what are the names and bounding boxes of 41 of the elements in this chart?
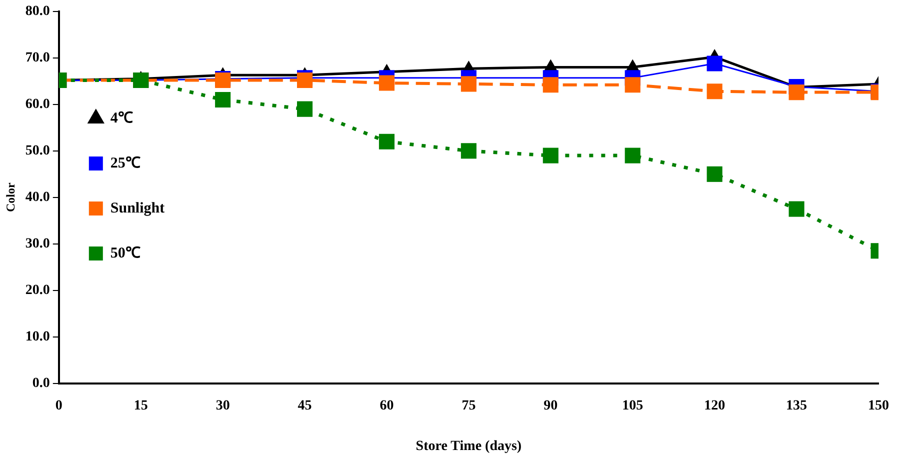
legend-label: 50℃ [110,245,140,262]
point [460,143,476,159]
x-tick-label: 90 [544,398,558,414]
point [624,77,640,93]
point [542,148,558,164]
point [460,76,476,92]
y-tick-label: 0.0 [32,376,50,392]
y-tick-label: 50.0 [25,144,50,159]
y-tick-label: 60.0 [25,97,50,112]
point [788,84,804,100]
point [706,84,722,100]
x-tick-label: 30 [216,398,230,414]
x-tick-label: 75 [462,398,476,414]
y-tick-label: 30.0 [25,236,50,252]
point [624,148,640,164]
point [706,56,722,72]
point [788,201,804,217]
y-tick-label: 40.0 [25,190,50,206]
y-axis-title: Color [3,182,18,212]
legend-label: Sunlight [110,200,165,216]
x-tick-label: 45 [298,398,312,414]
legend-label: 4℃ [110,110,133,126]
x-tick-label: 150 [868,398,889,414]
x-tick-label: 135 [786,398,808,414]
legend-label: 25℃ [110,155,140,172]
x-tick-label: 120 [704,398,726,414]
y-tick-label: 70.0 [25,50,50,66]
point [297,101,313,117]
x-tick-label: 15 [134,398,148,414]
y-tick-label: 20.0 [25,283,50,298]
point [542,77,558,93]
y-tick-label: 80.0 [25,4,50,20]
y-tick-label: 10.0 [25,330,50,345]
point [215,92,231,108]
x-axis-title: Store Time (days) [416,439,522,454]
x-tick-label: 0 [55,398,62,414]
point [378,75,395,91]
point [706,166,722,182]
x-tick-label: 105 [622,398,644,414]
point [378,134,395,150]
x-tick-label: 60 [380,398,394,414]
